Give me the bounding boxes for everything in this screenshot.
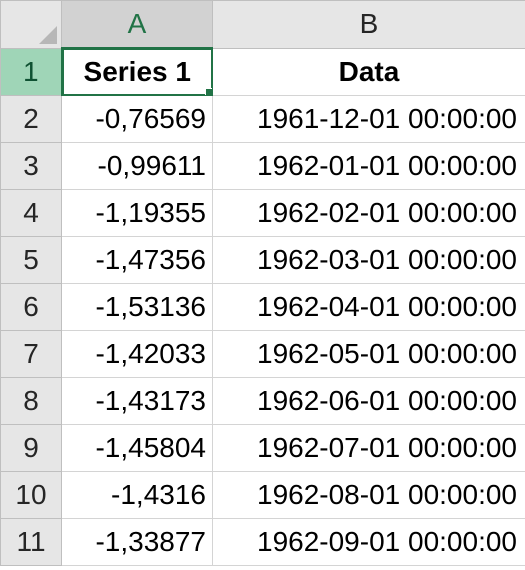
row-header[interactable]: 11 — [0, 518, 62, 566]
row-header[interactable]: 7 — [0, 330, 62, 378]
cell-b[interactable]: 1962-06-01 00:00:00 — [212, 377, 525, 425]
table-row: 11 -1,33877 1962-09-01 00:00:00 — [0, 518, 525, 566]
cell-a[interactable]: -1,45804 — [61, 424, 213, 472]
cell-b[interactable]: 1961-12-01 00:00:00 — [212, 95, 525, 143]
table-row: 10 -1,4316 1962-08-01 00:00:00 — [0, 471, 525, 519]
cell-b1[interactable]: Data — [212, 47, 525, 96]
cell-b[interactable]: 1962-04-01 00:00:00 — [212, 283, 525, 331]
row-header[interactable]: 6 — [0, 283, 62, 331]
table-row: 5 -1,47356 1962-03-01 00:00:00 — [0, 236, 525, 284]
column-header-a[interactable]: A — [61, 0, 213, 49]
cell-b[interactable]: 1962-07-01 00:00:00 — [212, 424, 525, 472]
cell-b[interactable]: 1962-09-01 00:00:00 — [212, 518, 525, 566]
row-header[interactable]: 9 — [0, 424, 62, 472]
table-row: 4 -1,19355 1962-02-01 00:00:00 — [0, 189, 525, 237]
cell-b[interactable]: 1962-01-01 00:00:00 — [212, 142, 525, 190]
cell-a[interactable]: -1,42033 — [61, 330, 213, 378]
cell-a[interactable]: -1,43173 — [61, 377, 213, 425]
cell-a[interactable]: -0,76569 — [61, 95, 213, 143]
table-row: 9 -1,45804 1962-07-01 00:00:00 — [0, 424, 525, 472]
column-header-b[interactable]: B — [212, 0, 525, 49]
cell-a[interactable]: -1,19355 — [61, 189, 213, 237]
table-row: 3 -0,99611 1962-01-01 00:00:00 — [0, 142, 525, 190]
cell-b[interactable]: 1962-05-01 00:00:00 — [212, 330, 525, 378]
cell-b[interactable]: 1962-03-01 00:00:00 — [212, 236, 525, 284]
table-row: 8 -1,43173 1962-06-01 00:00:00 — [0, 377, 525, 425]
cell-a[interactable]: -1,53136 — [61, 283, 213, 331]
cell-b[interactable]: 1962-02-01 00:00:00 — [212, 189, 525, 237]
table-row: 1 Series 1 Data — [0, 47, 525, 96]
row-header[interactable]: 2 — [0, 95, 62, 143]
row-header[interactable]: 10 — [0, 471, 62, 519]
cell-a[interactable]: -0,99611 — [61, 142, 213, 190]
cell-text: Series 1 — [83, 56, 191, 87]
table-row: 6 -1,53136 1962-04-01 00:00:00 — [0, 283, 525, 331]
row-header[interactable]: 4 — [0, 189, 62, 237]
row-header[interactable]: 1 — [0, 47, 63, 96]
fill-handle[interactable] — [205, 88, 212, 95]
row-header[interactable]: 5 — [0, 236, 62, 284]
cell-a[interactable]: -1,4316 — [61, 471, 213, 519]
cell-a[interactable]: -1,47356 — [61, 236, 213, 284]
row-header[interactable]: 3 — [0, 142, 62, 190]
select-all-corner[interactable] — [0, 0, 62, 49]
row-header[interactable]: 8 — [0, 377, 62, 425]
select-all-triangle-icon — [39, 25, 57, 44]
table-row: 2 -0,76569 1961-12-01 00:00:00 — [0, 95, 525, 143]
column-header-row: A B — [0, 0, 525, 49]
cell-b[interactable]: 1962-08-01 00:00:00 — [212, 471, 525, 519]
cell-a1[interactable]: Series 1 — [61, 47, 213, 96]
table-row: 7 -1,42033 1962-05-01 00:00:00 — [0, 330, 525, 378]
cell-a[interactable]: -1,33877 — [61, 518, 213, 566]
